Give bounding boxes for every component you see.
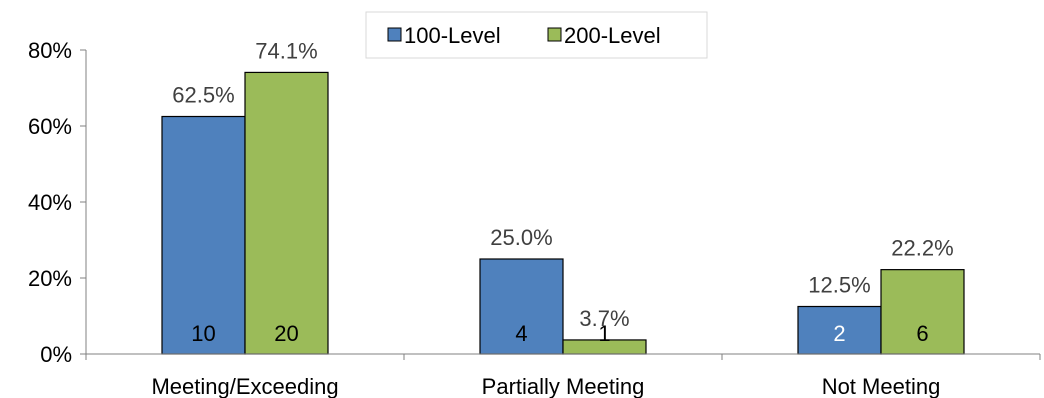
y-axis: 0% 20% 40% 60% 80% — [28, 38, 87, 367]
value-label: 62.5% — [172, 83, 234, 108]
legend-swatch — [387, 27, 402, 42]
y-tick-label: 80% — [28, 38, 72, 63]
count-label: 1 — [598, 321, 610, 346]
legend-box — [365, 11, 708, 59]
count-label: 4 — [515, 321, 527, 346]
value-label: 12.5% — [808, 273, 870, 298]
count-label: 10 — [191, 321, 215, 346]
value-label: 22.2% — [891, 236, 953, 261]
legend-label: 200-Level — [564, 23, 661, 48]
bar-100-level-0 — [161, 115, 246, 355]
value-label: 74.1% — [255, 38, 317, 63]
bar-200-level-0 — [244, 71, 329, 355]
count-label: 6 — [916, 321, 928, 346]
y-tick-label: 0% — [40, 342, 72, 367]
data-labels: 62.5% 10 74.1% 20 25.0% 4 3.7%1 12.5% 2 22.2% 6 — [172, 38, 953, 346]
count-label: 20 — [274, 321, 298, 346]
x-tick-label: Partially Meeting — [482, 374, 645, 398]
legend-label: 100-Level — [404, 23, 501, 48]
x-tick-label: Not Meeting — [822, 374, 941, 398]
y-tick-label: 20% — [28, 266, 72, 291]
y-tick-label: 40% — [28, 190, 72, 215]
bars — [161, 71, 965, 355]
legend-swatch — [547, 27, 562, 42]
x-tick-label: Meeting/Exceeding — [151, 374, 338, 398]
legend: 100-Level 200-Level — [365, 11, 708, 59]
value-label: 25.0% — [490, 225, 552, 250]
count-label: 2 — [833, 321, 845, 346]
x-axis: Meeting/Exceeding Partially Meeting Not Me… — [85, 353, 1041, 398]
y-tick-label: 60% — [28, 114, 72, 139]
value-label: 3.7% — [579, 306, 629, 331]
